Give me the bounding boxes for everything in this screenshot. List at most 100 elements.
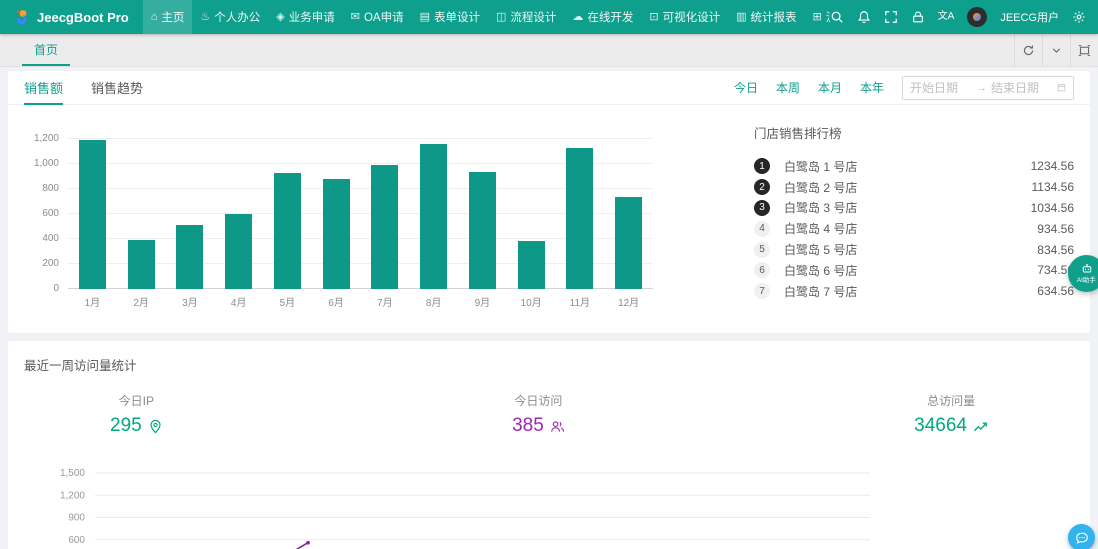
content-fullscreen-button[interactable] <box>1070 34 1098 66</box>
tab-home[interactable]: 首页 <box>22 34 71 66</box>
range-link-month[interactable]: 本月 <box>817 81 842 95</box>
store-value: 734.56 <box>1037 263 1074 278</box>
bar-gridline <box>68 288 653 289</box>
nav-item-form-design[interactable]: ▤ 表单设计 <box>412 0 488 34</box>
bar-x-tick-label: 8月 <box>425 298 442 309</box>
flow-manage-icon: ⊞ <box>812 10 822 23</box>
tab-sales-trend[interactable]: 销售趋势 <box>91 81 144 96</box>
bar-y-tick-label: 800 <box>42 183 59 194</box>
brand[interactable]: JeecgBoot Pro <box>0 8 143 26</box>
translate-icon[interactable]: 文A <box>937 11 955 22</box>
settings-gear-icon[interactable] <box>1072 10 1086 24</box>
ai-assistant-button[interactable]: AI助手 <box>1068 255 1098 292</box>
sales-card-body: 0 200 400 600 800 1,000 1,200 1月 2月 3月 4月 5月 6月 7月 8月… <box>8 105 1090 309</box>
store-name: 白鹭岛 7 号店 <box>784 284 858 299</box>
nav-item-report[interactable]: ▥ 统计报表 <box>728 0 804 34</box>
nav-item-flow-manage[interactable]: ⊞ 流程管理 <box>805 0 830 34</box>
line-y-tick-label: 900 <box>68 513 85 524</box>
bar-x-tick-label: 1月 <box>84 298 101 309</box>
end-date-input[interactable] <box>991 80 1053 95</box>
user-name[interactable]: JEECG用户 <box>1000 12 1059 24</box>
tab-sales-amount[interactable]: 销售额 <box>24 71 64 105</box>
fullscreen-icon[interactable] <box>884 10 898 24</box>
bar-8月 <box>420 144 448 289</box>
bar-column <box>214 214 263 289</box>
bar-9月 <box>468 172 496 289</box>
range-link-week[interactable]: 本周 <box>775 81 800 95</box>
range-link-today[interactable]: 今日 <box>733 81 758 95</box>
bar-gridline <box>68 238 653 239</box>
visits-title: 最近一周访问量统计 <box>24 359 137 373</box>
brand-title: JeecgBoot Pro <box>37 9 129 25</box>
visits-card: 最近一周访问量统计 今日IP 295 今日访问 385 总访问量 34664 3… <box>8 341 1090 549</box>
line-y-tick-label: 1,500 <box>60 468 85 479</box>
nav-item-online-dev[interactable]: ☁ 在线开发 <box>564 0 641 34</box>
tab-label: 首页 <box>34 42 59 57</box>
nav-label: 可视化设计 <box>662 12 721 24</box>
ranking-row: 1 白鹭岛 1 号店 1234.56 <box>754 156 1074 177</box>
ranking-row: 2 白鹭岛 2 号店 1134.56 <box>754 177 1074 198</box>
stat-value: 295 <box>110 415 163 437</box>
store-value: 834.56 <box>1037 242 1074 257</box>
bar-x-tick-label: 3月 <box>182 298 198 309</box>
stat-label: 总访问量 <box>927 394 976 408</box>
frame-icon <box>1078 44 1091 57</box>
date-range-picker[interactable]: → <box>902 75 1074 100</box>
bar-column <box>117 240 166 289</box>
bar-12月 <box>615 197 643 289</box>
chat-bubble-icon <box>1075 531 1089 545</box>
nav-label: 统计报表 <box>750 12 797 24</box>
nav-label: 个人办公 <box>214 12 261 24</box>
nav-item-oa-request[interactable]: ✉ OA申请 <box>343 0 412 34</box>
stat-number: 34664 <box>914 415 967 436</box>
nav-label: 业务申请 <box>288 12 335 24</box>
bar-x-tick-label: 5月 <box>279 298 296 309</box>
notification-bell-icon[interactable] <box>857 10 871 24</box>
lock-screen-icon[interactable] <box>911 10 925 24</box>
rank-badge: 5 <box>754 241 770 258</box>
location-pin-icon <box>148 419 163 434</box>
nav-item-home[interactable]: ⌂ 主页 <box>142 0 193 34</box>
bar-11月 <box>566 148 594 289</box>
bar-column <box>166 225 215 289</box>
main-content: 销售额 销售趋势 今日 本周 本月 本年 → <box>0 67 1098 549</box>
ranking-row: 5 白鹭岛 5 号店 834.56 <box>754 239 1074 260</box>
nav-item-visual-design[interactable]: ⊡ 可视化设计 <box>641 0 728 34</box>
nav-item-flow-design[interactable]: ◫ 流程设计 <box>488 0 564 34</box>
nav-utilities: 文A JEECG用户 <box>830 7 1098 27</box>
bar-10月 <box>517 240 545 289</box>
bar-column <box>458 172 507 289</box>
nav-label: 表单设计 <box>434 12 480 24</box>
bar-7月 <box>371 165 399 289</box>
nav-item-business-apply[interactable]: ◈ 业务申请 <box>268 0 342 34</box>
rank-badge: 6 <box>754 262 770 279</box>
ranking-title: 门店销售排行榜 <box>754 127 842 141</box>
nav-item-personal-office[interactable]: ♨ 个人办公 <box>192 0 268 34</box>
tab-options-button[interactable] <box>1042 34 1070 66</box>
stat-number: 385 <box>512 415 544 436</box>
stat-total-visits: 总访问量 34664 <box>914 392 988 437</box>
bar-3月 <box>176 225 204 289</box>
ai-assistant-label: AI助手 <box>1077 276 1096 284</box>
monthly-sales-bar-chart: 0 200 400 600 800 1,000 1,200 1月 2月 3月 4月 5月 6月 7月 8月… <box>24 111 664 309</box>
bar-column <box>409 144 458 289</box>
line-point <box>306 540 310 545</box>
range-link-year[interactable]: 本年 <box>859 81 884 95</box>
rank-badge: 7 <box>754 283 770 300</box>
ranking-row: 6 白鹭岛 6 号店 734.56 <box>754 260 1074 281</box>
search-icon[interactable] <box>830 10 844 24</box>
bar-x-tick-label: 10月 <box>520 298 542 309</box>
sales-card: 销售额 销售趋势 今日 本周 本月 本年 → <box>8 71 1090 333</box>
refresh-button[interactable] <box>1014 34 1042 66</box>
bar-gridline <box>68 213 653 214</box>
chat-button[interactable] <box>1068 524 1095 549</box>
sales-tabs: 销售额 销售趋势 <box>24 71 144 105</box>
user-avatar[interactable] <box>967 7 988 27</box>
store-name: 白鹭岛 4 号店 <box>784 222 858 237</box>
bar-4月 <box>225 214 253 289</box>
line-series-purple-series <box>295 542 309 549</box>
bar-x-tick-label: 11月 <box>569 298 591 309</box>
start-date-input[interactable] <box>910 80 972 95</box>
